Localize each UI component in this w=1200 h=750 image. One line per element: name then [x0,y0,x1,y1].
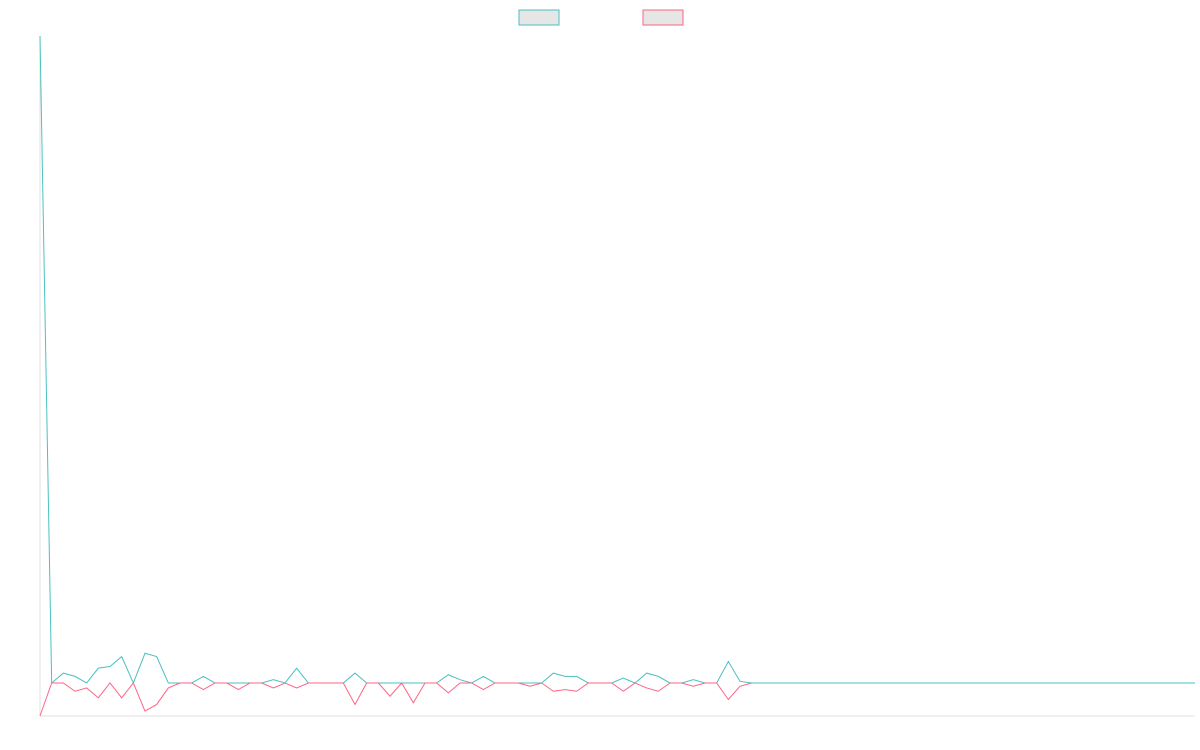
series-line [39,682,752,717]
legend-swatch [642,9,684,26]
legend-swatch [518,9,560,26]
series-line [39,35,1195,685]
